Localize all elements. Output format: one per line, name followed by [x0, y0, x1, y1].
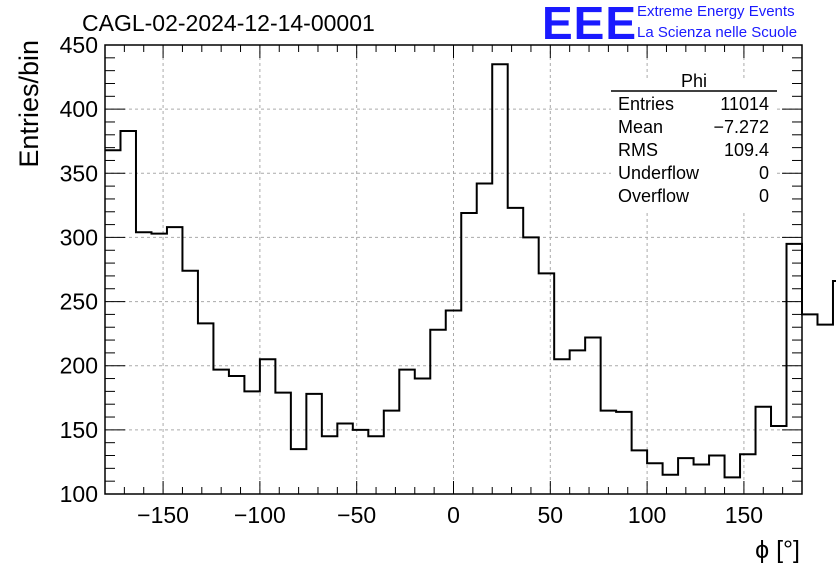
x-tick-labels: −150 −100 −50 0 50 100 150 [137, 502, 763, 528]
y-tick-label: 400 [60, 96, 98, 122]
stats-label: Underflow [618, 163, 700, 183]
chart-title: CAGL-02-2024-12-14-00001 [82, 10, 375, 36]
y-axis-label: Entries/bin [14, 40, 44, 168]
stats-label: Entries [618, 94, 674, 114]
stats-label: Mean [618, 117, 663, 137]
x-tick-label: 50 [538, 502, 564, 528]
histogram-line [105, 63, 836, 479]
y-tick-labels: 100 150 200 250 300 350 400 450 [60, 32, 98, 507]
y-tick-label: 100 [60, 481, 98, 507]
stats-value: 0 [759, 186, 769, 206]
x-tick-label: −150 [137, 502, 189, 528]
x-tick-label: 100 [628, 502, 666, 528]
y-tick-label: 450 [60, 32, 98, 58]
eee-logo: EEE [542, 0, 638, 49]
y-tick-label: 300 [60, 224, 98, 250]
logo-line-2: La Scienza nelle Scuole [637, 24, 798, 41]
stats-name: Phi [681, 71, 707, 91]
x-tick-label: −100 [234, 502, 286, 528]
x-tick-label: 150 [725, 502, 763, 528]
stats-value: 11014 [720, 94, 769, 114]
stats-value: −7.272 [713, 117, 769, 137]
axis-ticks [105, 44, 802, 495]
y-tick-label: 350 [60, 160, 98, 186]
y-tick-label: 250 [60, 289, 98, 315]
logo-line-1: Extreme Energy Events [637, 3, 795, 20]
x-tick-label: 0 [447, 502, 460, 528]
x-axis-label: ϕ [°] [755, 536, 800, 564]
stats-box: Phi Entries 11014 Mean −7.272 RMS 109.4 Underf… [611, 71, 777, 210]
x-tick-label: −50 [337, 502, 376, 528]
stats-value: 109.4 [724, 140, 769, 160]
y-tick-label: 200 [60, 353, 98, 379]
stats-label: Overflow [618, 186, 690, 206]
stats-value: 0 [759, 163, 769, 183]
stats-label: RMS [618, 140, 658, 160]
y-tick-label: 150 [60, 417, 98, 443]
